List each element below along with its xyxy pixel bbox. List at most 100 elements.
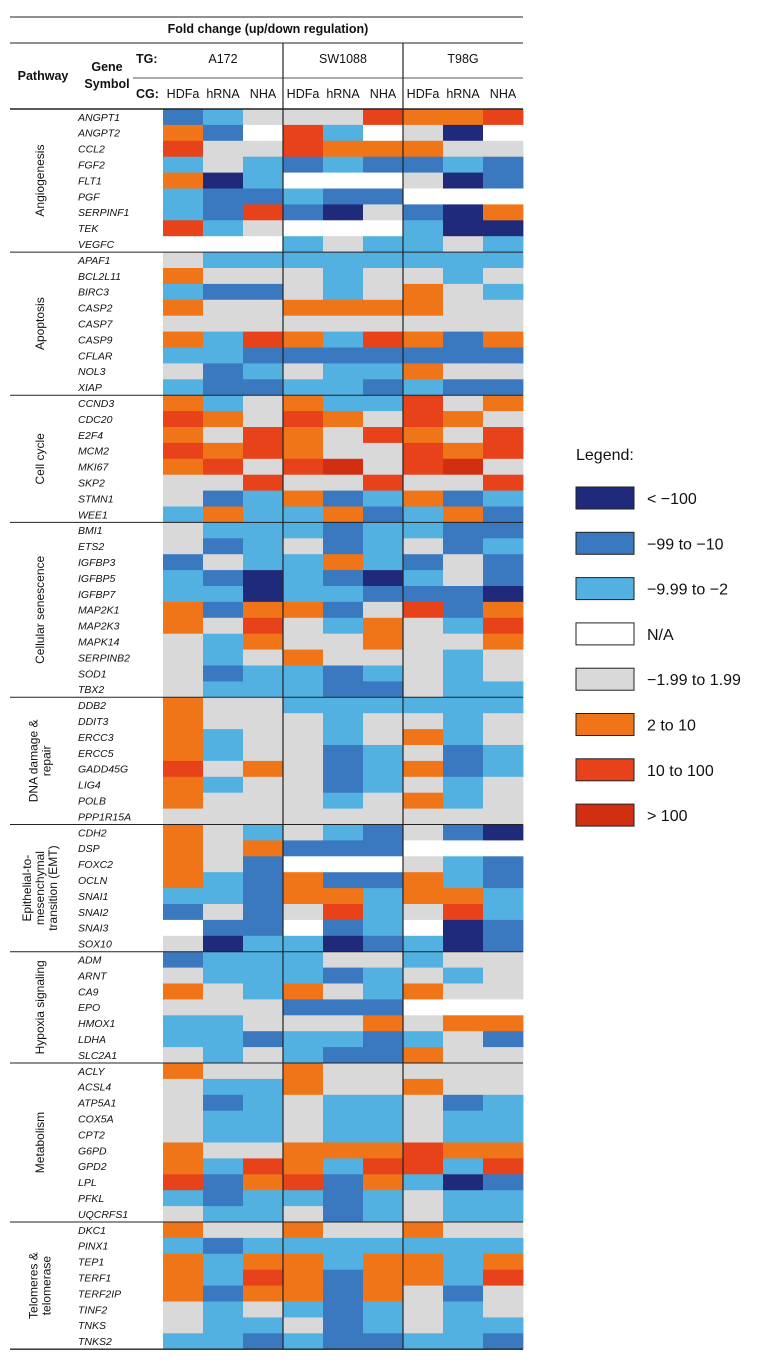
cell-polb-a172-hdfa <box>163 792 204 809</box>
cell-terf1-a172-nha <box>243 1269 284 1286</box>
cell-uqcrfs1-a172-nha <box>243 1206 284 1223</box>
cell-arnt-t98g-hrna <box>443 967 484 984</box>
cell-epo-sw1088-nha <box>363 999 404 1016</box>
cell-tep1-a172-hrna <box>203 1253 244 1271</box>
cell-casp9-sw1088-nha <box>363 331 404 348</box>
cell-ddit3-sw1088-hdfa <box>283 713 324 730</box>
cell-ppp1r15a-sw1088-nha <box>363 808 404 825</box>
cell-ddit3-a172-nha <box>243 713 284 730</box>
cell-sod1-sw1088-hdfa <box>283 665 324 682</box>
gene-label-pinx1: PINX1 <box>78 1241 108 1253</box>
cell-ldha-sw1088-nha <box>363 1031 404 1048</box>
cell-vegfc-a172-hrna <box>203 236 244 253</box>
cell-map2k3-sw1088-hdfa <box>283 617 324 635</box>
cell-foxc2-a172-hdfa <box>163 856 204 873</box>
gene-labels: ANGPT1 ANGPT2 CCL2 FGF2 FLT1 PGF SERPINF1 TEK VE… <box>77 112 131 1348</box>
cell-birc3-t98g-hdfa <box>403 283 444 301</box>
cell-tinf2-a172-hrna <box>203 1301 244 1318</box>
cell-dsp-sw1088-nha <box>363 840 404 857</box>
cell-ddb2-t98g-hdfa <box>403 697 444 714</box>
gene-label-ca9: CA9 <box>78 986 99 998</box>
cell-g6pd-t98g-hdfa <box>403 1142 444 1159</box>
cell-map2k3-sw1088-nha <box>363 617 404 635</box>
cell-ppp1r15a-sw1088-hrna <box>323 808 364 825</box>
cell-dsp-t98g-hrna <box>443 840 484 857</box>
cell-dkc1-t98g-hdfa <box>403 1222 444 1239</box>
gene-label-polb: POLB <box>78 795 106 807</box>
cell-cpt2-a172-nha <box>243 1126 284 1143</box>
cell-snai1-sw1088-nha <box>363 888 404 905</box>
cell-foxc2-t98g-nha <box>483 856 524 873</box>
cell-mapk14-t98g-hdfa <box>403 633 444 650</box>
cell-hmox1-a172-hdfa <box>163 1015 204 1032</box>
gene-label-tbx2: TBX2 <box>78 684 104 696</box>
cell-sox10-t98g-hdfa <box>403 935 444 953</box>
cell-arnt-sw1088-hrna <box>323 967 364 984</box>
cell-pgf-sw1088-hrna <box>323 188 364 205</box>
gene-label-casp9: CASP9 <box>78 334 113 346</box>
gene-label-bcl2l11: BCL2L11 <box>78 271 121 283</box>
pathway-label-telomeres-telomerase-2: telomerase <box>40 1256 54 1316</box>
cell-acsl4-sw1088-nha <box>363 1078 404 1096</box>
cell-ccl2-sw1088-hdfa <box>283 140 324 158</box>
cell-lpl-sw1088-hdfa <box>283 1174 324 1191</box>
cell-xiap-t98g-hrna <box>443 379 484 396</box>
cell-ccnd3-t98g-nha <box>483 395 524 412</box>
cell-tnks-sw1088-hrna <box>323 1317 364 1334</box>
cell-polb-t98g-hrna <box>443 792 484 809</box>
cell-lpl-sw1088-hrna <box>323 1174 364 1191</box>
cell-atp5a1-t98g-hrna <box>443 1094 484 1112</box>
cell-map2k3-sw1088-hrna <box>323 617 364 635</box>
cell-cdh2-t98g-nha <box>483 824 524 841</box>
cell-serpinf1-t98g-hrna <box>443 204 484 221</box>
cell-ccnd3-a172-hrna <box>203 395 244 412</box>
cell-epo-t98g-hrna <box>443 999 484 1016</box>
cell-acsl4-t98g-hrna <box>443 1078 484 1096</box>
cell-pfkl-sw1088-hdfa <box>283 1190 324 1207</box>
cell-acly-a172-nha <box>243 1063 284 1080</box>
legend-swatch-or <box>575 713 635 736</box>
cell-arnt-a172-nha <box>243 967 284 984</box>
cell-tbx2-a172-hdfa <box>163 681 204 698</box>
cell-igfbp5-a172-hdfa <box>163 570 204 587</box>
cell-map2k3-a172-hrna <box>203 617 244 635</box>
gene-label-acly: ACLY <box>77 1066 105 1078</box>
cell-ets2-a172-hrna <box>203 538 244 555</box>
cell-ccnd3-sw1088-hrna <box>323 395 364 412</box>
cell-igfbp7-a172-hrna <box>203 586 244 603</box>
gene-label-apaf1: APAF1 <box>77 255 110 267</box>
cell-skp2-t98g-hrna <box>443 474 484 491</box>
legend-swatch-na <box>575 622 635 646</box>
cell-terf1-sw1088-hrna <box>323 1269 364 1286</box>
cell-tbx2-a172-hrna <box>203 681 244 698</box>
cell-map2k3-a172-hdfa <box>163 617 204 635</box>
cell-ccl2-sw1088-hrna <box>323 140 364 158</box>
cell-lpl-a172-hrna <box>203 1174 244 1191</box>
cell-lig4-t98g-nha <box>483 776 524 794</box>
cell-cflar-sw1088-hrna <box>323 347 364 364</box>
cell-sod1-a172-hdfa <box>163 665 204 682</box>
cell-snai3-sw1088-hdfa <box>283 919 324 937</box>
cell-igfbp5-t98g-hrna <box>443 570 484 587</box>
gene-label-cpt2: CPT2 <box>78 1129 105 1141</box>
gene-label-mki67: MKI67 <box>78 462 110 474</box>
cell-bmi1-sw1088-nha <box>363 522 404 539</box>
gene-label-mapk14: MAPK14 <box>78 636 120 648</box>
cell-cdh2-sw1088-hdfa <box>283 824 324 841</box>
cell-pfkl-sw1088-hrna <box>323 1190 364 1207</box>
cell-ddb2-sw1088-nha <box>363 697 404 714</box>
gene-label-tek: TEK <box>78 223 99 235</box>
cell-flt1-t98g-hdfa <box>403 172 444 189</box>
cell-igfbp3-sw1088-hrna <box>323 554 364 571</box>
cell-cpt2-t98g-hrna <box>443 1126 484 1143</box>
cell-ccnd3-a172-nha <box>243 395 284 412</box>
cell-tbx2-sw1088-hrna <box>323 681 364 698</box>
cell-bmi1-sw1088-hrna <box>323 522 364 539</box>
cell-tbx2-sw1088-nha <box>363 681 404 698</box>
cell-cdc20-sw1088-hdfa <box>283 411 324 428</box>
cell-serpinb2-a172-nha <box>243 649 284 666</box>
cell-cdh2-a172-nha <box>243 824 284 841</box>
cell-epo-a172-hdfa <box>163 999 204 1016</box>
cell-arnt-t98g-hdfa <box>403 967 444 984</box>
cell-serpinf1-sw1088-nha <box>363 204 404 221</box>
